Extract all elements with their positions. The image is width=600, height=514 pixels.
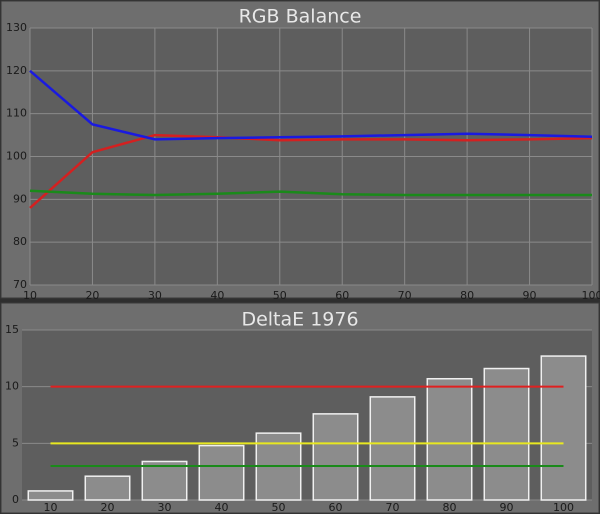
x-tick-label: 70 (398, 289, 412, 302)
x-tick-label: 40 (210, 289, 224, 302)
x-tick-label: 60 (329, 501, 343, 514)
x-tick-label: 90 (523, 289, 537, 302)
y-tick-label: 15 (5, 323, 19, 336)
x-tick-label: 50 (273, 289, 287, 302)
x-tick-label: 20 (101, 501, 115, 514)
bar (84, 475, 131, 501)
bar (198, 444, 245, 501)
bar (426, 377, 473, 501)
bar (540, 355, 587, 501)
y-tick-label: 90 (13, 192, 27, 205)
y-tick-label: 5 (12, 436, 19, 449)
line-series (29, 69, 593, 141)
chart-title: RGB Balance (239, 6, 362, 28)
y-tick-label: 120 (6, 64, 27, 77)
x-tick-label: 80 (460, 289, 474, 302)
line-series (29, 189, 592, 197)
bar (483, 367, 530, 501)
x-tick-label: 100 (553, 501, 574, 514)
bar (369, 396, 416, 501)
x-tick-label: 10 (44, 501, 58, 514)
x-tick-label: 10 (23, 289, 37, 302)
line-series (29, 133, 593, 209)
x-tick-label: 90 (500, 501, 514, 514)
x-tick-label: 30 (148, 289, 162, 302)
y-tick-label: 80 (13, 235, 27, 248)
y-tick-label: 100 (6, 150, 27, 163)
x-tick-label: 30 (158, 501, 172, 514)
bar (141, 460, 188, 501)
x-tick-label: 80 (443, 501, 457, 514)
x-tick-label: 20 (85, 289, 99, 302)
x-tick-label: 70 (386, 501, 400, 514)
y-tick-label: 10 (5, 380, 19, 393)
chart-title: DeltaE 1976 (241, 309, 358, 331)
y-tick-label: 0 (12, 493, 19, 506)
bar (312, 413, 359, 501)
y-tick-label: 70 (13, 278, 27, 291)
x-tick-label: 60 (335, 289, 349, 302)
y-tick-label: 130 (6, 21, 27, 34)
x-tick-label: 40 (215, 501, 229, 514)
x-tick-label: 100 (582, 289, 600, 302)
y-tick-label: 110 (6, 107, 27, 120)
bar (27, 490, 74, 501)
x-tick-label: 50 (272, 501, 286, 514)
